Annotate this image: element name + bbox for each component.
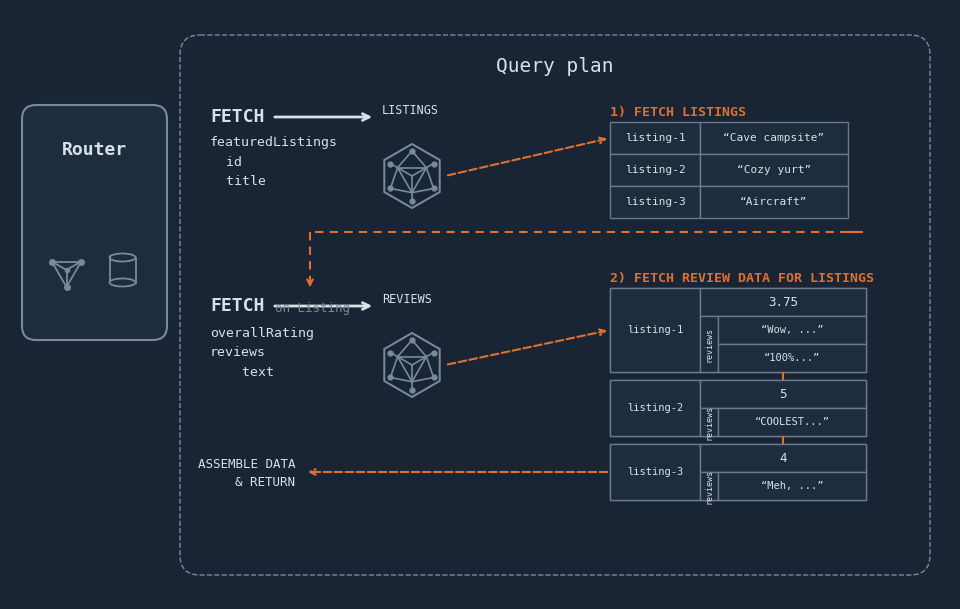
Text: FETCH: FETCH [210, 297, 264, 315]
Text: 1) FETCH LISTINGS: 1) FETCH LISTINGS [610, 106, 746, 119]
Text: listing-1: listing-1 [627, 325, 684, 335]
Text: Router: Router [61, 141, 127, 159]
Text: reviews: reviews [705, 326, 713, 362]
Text: FETCH: FETCH [210, 108, 264, 126]
Text: on Listing: on Listing [275, 302, 350, 315]
Bar [610, 186, 700, 218]
Bar [718, 344, 866, 372]
Bar [700, 122, 848, 154]
Bar [610, 380, 700, 436]
Bar [700, 380, 866, 408]
Bar [610, 288, 700, 372]
Bar [610, 122, 700, 154]
Text: listing-2: listing-2 [625, 165, 685, 175]
Text: “100%...”: “100%...” [764, 353, 820, 363]
Bar [700, 408, 718, 436]
Text: “COOLEST...”: “COOLEST...” [755, 417, 829, 427]
Text: 2) FETCH REVIEW DATA FOR LISTINGS: 2) FETCH REVIEW DATA FOR LISTINGS [610, 272, 874, 285]
Text: featuredListings
  id
  title: featuredListings id title [210, 136, 338, 188]
Text: 3.75: 3.75 [768, 295, 798, 309]
Text: “Aircraft”: “Aircraft” [740, 197, 807, 207]
Text: LISTINGS: LISTINGS [382, 104, 439, 117]
Text: listing-1: listing-1 [625, 133, 685, 143]
Polygon shape [384, 144, 440, 208]
Text: ASSEMBLE DATA: ASSEMBLE DATA [198, 457, 295, 471]
Bar [700, 154, 848, 186]
Bar [610, 444, 700, 500]
Text: listing-3: listing-3 [625, 197, 685, 207]
Bar [718, 316, 866, 344]
FancyBboxPatch shape [22, 105, 167, 340]
Bar [610, 380, 866, 436]
Text: reviews: reviews [705, 404, 713, 440]
Bar [700, 316, 718, 372]
Bar [700, 186, 848, 218]
Text: “Cave campsite”: “Cave campsite” [724, 133, 825, 143]
Text: 4: 4 [780, 451, 787, 465]
Text: REVIEWS: REVIEWS [382, 293, 432, 306]
Text: “Cozy yurt”: “Cozy yurt” [737, 165, 811, 175]
Text: Query plan: Query plan [496, 57, 613, 77]
Text: reviews: reviews [705, 468, 713, 504]
Text: 5: 5 [780, 387, 787, 401]
Bar [718, 472, 866, 500]
Bar [700, 472, 718, 500]
Bar [700, 444, 866, 472]
Text: & RETURN: & RETURN [235, 476, 295, 488]
Text: overallRating
reviews
    text: overallRating reviews text [210, 327, 314, 379]
Bar [610, 444, 866, 500]
Bar [718, 408, 866, 436]
Text: listing-3: listing-3 [627, 467, 684, 477]
Text: listing-2: listing-2 [627, 403, 684, 413]
Bar [610, 288, 866, 372]
Ellipse shape [109, 278, 135, 286]
Text: “Wow, ...”: “Wow, ...” [760, 325, 824, 335]
Bar [610, 154, 700, 186]
Text: “Meh, ...”: “Meh, ...” [760, 481, 824, 491]
Bar [700, 288, 866, 316]
Polygon shape [384, 333, 440, 397]
